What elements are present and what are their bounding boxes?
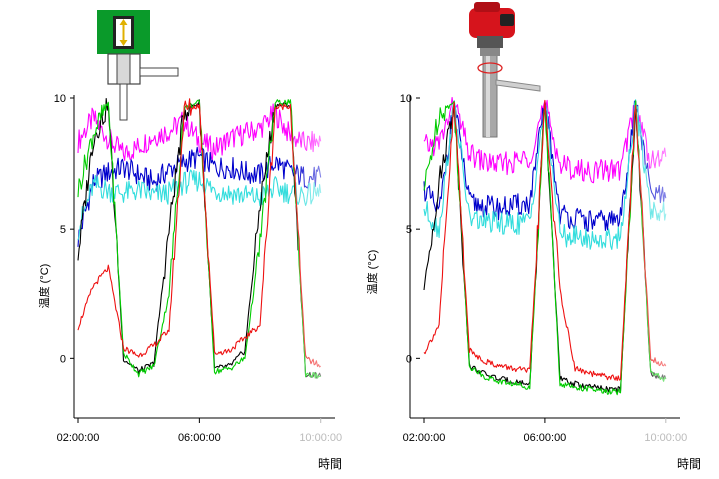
x-tick-label: 06:00:00 xyxy=(523,432,566,444)
right-y-axis-title: 温度 (°C) xyxy=(365,250,379,295)
x-tick-label: 06:00:00 xyxy=(178,432,221,444)
right-tick-layer: 0 5 10 02:00:00 06:00:00 10:00:00 xyxy=(400,93,687,444)
series-line-6 xyxy=(423,99,667,382)
y-tick-label: 0 xyxy=(406,353,412,365)
series-line-6 xyxy=(77,98,322,368)
left-y-axis-title: 温度 (°C) xyxy=(37,264,51,309)
x-tick-label: 10:00:00 xyxy=(644,432,687,444)
right-series-layer xyxy=(423,96,667,396)
y-tick-label: 0 xyxy=(60,353,66,365)
y-tick-label: 10 xyxy=(400,93,412,105)
green-pressure-sensor-icon xyxy=(97,10,179,121)
left-fade-overlay xyxy=(290,95,334,425)
series-line-5 xyxy=(77,99,321,379)
right-fade-overlay xyxy=(632,95,680,425)
y-tick-label: 10 xyxy=(54,93,66,105)
x-tick-label: 02:00:00 xyxy=(403,432,446,444)
x-tick-label: 02:00:00 xyxy=(57,432,100,444)
left-chart-panel: 0 5 10 02:00:00 06:00:00 10:00:00 温度 (°C) 時間 xyxy=(37,10,342,471)
series-line-1 xyxy=(77,103,322,161)
x-tick-label: 10:00:00 xyxy=(299,432,342,444)
left-tick-layer: 0 5 10 02:00:00 06:00:00 10:00:00 xyxy=(54,93,342,444)
series-line-2 xyxy=(77,146,322,247)
right-chart-panel: 0 5 10 02:00:00 06:00:00 10:00:00 温度 (°C) 時間 xyxy=(365,2,701,471)
series-line-3 xyxy=(77,169,322,241)
y-tick-label: 5 xyxy=(406,224,412,236)
right-x-axis-title: 時間 xyxy=(677,457,701,471)
left-x-axis-title: 時間 xyxy=(318,457,342,471)
series-line-4 xyxy=(77,97,322,379)
red-remote-sensor-icon xyxy=(469,2,541,138)
left-series-layer xyxy=(77,97,322,379)
y-tick-label: 5 xyxy=(60,224,66,236)
